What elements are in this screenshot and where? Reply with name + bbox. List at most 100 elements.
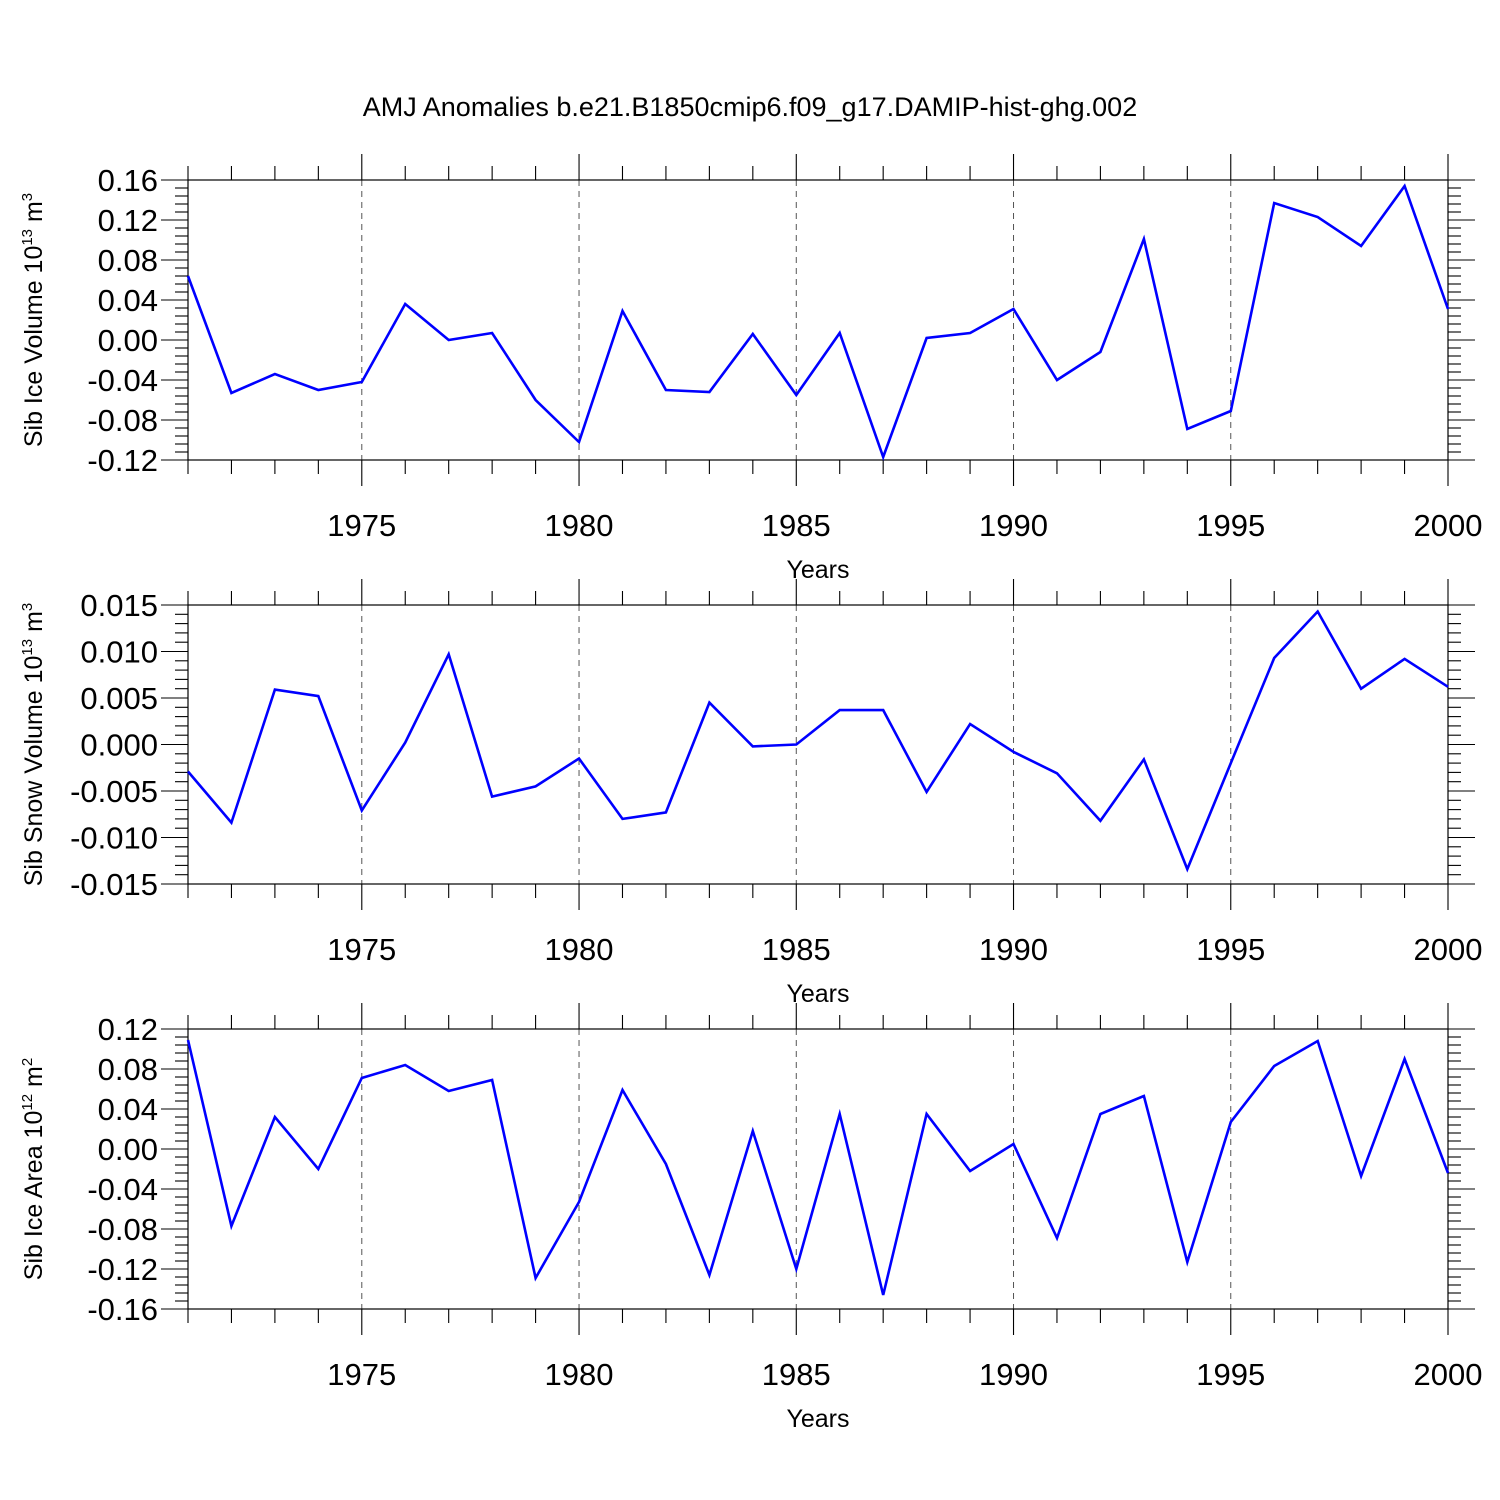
y-tick-label: -0.12	[87, 1252, 158, 1287]
x-tick-label: 1990	[979, 508, 1048, 543]
x-tick-label: 1985	[762, 1357, 831, 1392]
data-point	[577, 440, 581, 444]
data-point	[751, 744, 755, 748]
data-point	[1012, 307, 1016, 311]
y-tick-label: -0.08	[87, 1212, 158, 1247]
data-point	[1142, 757, 1146, 761]
x-axis-label: Years	[786, 556, 849, 584]
data-point	[1229, 1120, 1233, 1124]
y-tick-label: 0.16	[98, 163, 158, 198]
data-point	[273, 1115, 277, 1119]
x-axis-label: Years	[786, 980, 849, 1008]
y-tick-label: 0.015	[80, 588, 158, 623]
data-point	[1403, 1057, 1407, 1061]
data-point	[707, 701, 711, 705]
data-point	[1055, 1236, 1059, 1240]
data-point	[968, 1169, 972, 1173]
data-point	[534, 784, 538, 788]
y-tick-label: 0.04	[98, 283, 158, 318]
x-tick-label: 1990	[979, 1357, 1048, 1392]
data-point	[1359, 687, 1363, 691]
data-point	[360, 380, 364, 384]
x-axis-label: Years	[786, 1405, 849, 1433]
data-point	[794, 1267, 798, 1271]
data-point	[1272, 1064, 1276, 1068]
data-point	[1359, 1174, 1363, 1178]
data-point	[316, 1167, 320, 1171]
y-axis-label-unit-exponent: 3	[19, 193, 36, 201]
data-point	[447, 652, 451, 656]
y-axis-label-exponent: 12	[19, 1094, 36, 1111]
data-point	[1446, 685, 1450, 689]
data-point	[229, 391, 233, 395]
data-point	[881, 1293, 885, 1297]
data-point	[186, 1038, 190, 1042]
x-tick-label: 2000	[1414, 1357, 1483, 1392]
y-tick-label: 0.00	[98, 1132, 158, 1167]
x-tick-label: 1980	[545, 1357, 614, 1392]
data-point	[838, 708, 842, 712]
y-axis-label-exponent: 13	[19, 639, 36, 656]
data-point	[751, 1129, 755, 1133]
y-tick-label: 0.010	[80, 635, 158, 670]
y-tick-label: -0.16	[87, 1292, 158, 1327]
data-point	[490, 331, 494, 335]
x-tick-label: 1980	[545, 932, 614, 967]
x-tick-label: 2000	[1414, 932, 1483, 967]
panel-ice-area: -0.16 -0.12 -0.08 -0.04 0.00 0.04 0.08 0.12 1975…	[19, 1003, 1482, 1433]
data-point	[577, 756, 581, 760]
data-point	[403, 741, 407, 745]
y-tick-label: -0.005	[70, 774, 158, 809]
data-point	[1012, 750, 1016, 754]
series-line-snow-volume	[187, 609, 1449, 873]
y-tick-label: 0.000	[80, 728, 158, 763]
data-point	[229, 821, 233, 825]
data-point	[707, 390, 711, 394]
y-axis-label-main: Sib Snow Volume 10	[20, 656, 48, 887]
plot-frame	[187, 1028, 1449, 1310]
chart-title: AMJ Anomalies b.e21.B1850cmip6.f09_g17.D…	[363, 92, 1137, 122]
y-tick-label: 0.00	[98, 323, 158, 358]
y-tick-label: 0.12	[98, 1012, 158, 1047]
y-tick-label: -0.12	[87, 443, 158, 478]
y-tick-label: -0.08	[87, 403, 158, 438]
data-point	[664, 388, 668, 392]
x-tick-label: 1995	[1196, 508, 1265, 543]
series-line-ice-area	[186, 1039, 1450, 1296]
data-point	[447, 338, 451, 342]
data-point	[1055, 771, 1059, 775]
x-tick-label: 1975	[327, 1357, 396, 1392]
data-point	[403, 302, 407, 306]
data-point	[186, 274, 190, 278]
data-point	[1316, 610, 1320, 614]
data-point	[1403, 657, 1407, 661]
y-axis-label: Sib Ice Volume 1013 m3	[19, 193, 48, 447]
data-point	[794, 393, 798, 397]
data-point	[968, 331, 972, 335]
data-point	[1272, 201, 1276, 205]
data-point	[925, 790, 929, 794]
data-point	[1316, 215, 1320, 219]
panel-snow-volume: -0.015 -0.010 -0.005 0.000 0.005 0.010 0.015 19…	[19, 579, 1482, 1008]
y-axis-label-exponent: 13	[19, 229, 36, 246]
data-point	[664, 1162, 668, 1166]
data-point	[1098, 1112, 1102, 1116]
y-tick-label: -0.04	[87, 363, 158, 398]
data-point	[1142, 1094, 1146, 1098]
data-point	[403, 1063, 407, 1067]
y-tick-label: -0.04	[87, 1172, 158, 1207]
data-point	[620, 309, 624, 313]
x-tick-label: 1985	[762, 508, 831, 543]
data-point	[1185, 867, 1189, 871]
data-point	[1359, 244, 1363, 248]
data-point	[881, 455, 885, 459]
y-tick-label: -0.010	[70, 821, 158, 856]
data-point	[273, 372, 277, 376]
x-tick-label: 1990	[979, 932, 1048, 967]
data-point	[534, 1276, 538, 1280]
y-axis-label-unit: m	[20, 611, 48, 639]
data-point	[1403, 184, 1407, 188]
data-point	[1012, 1142, 1016, 1146]
y-axis-label-unit: m	[20, 1066, 48, 1094]
